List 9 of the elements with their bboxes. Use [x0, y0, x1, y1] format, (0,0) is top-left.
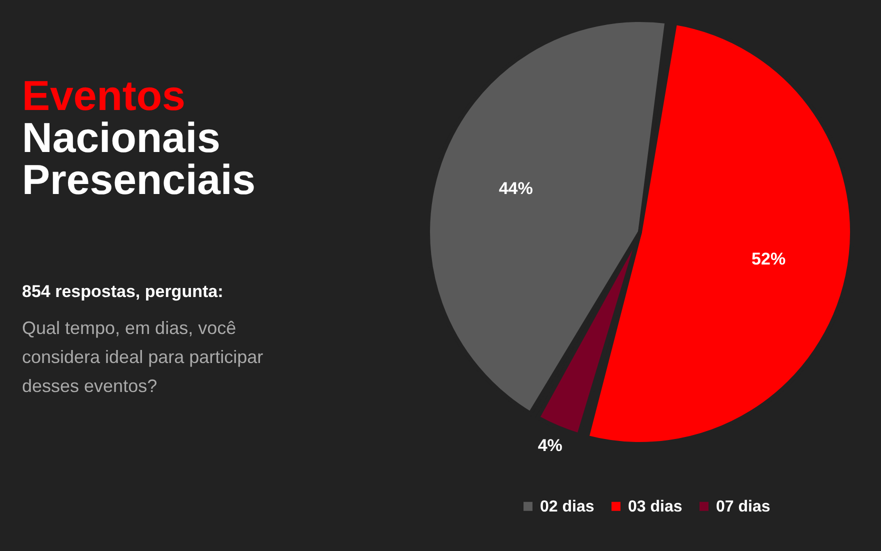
- legend-label: 07 dias: [716, 498, 770, 516]
- text: Eventos Nacionais Presenciais: [22, 72, 256, 203]
- data-label: 4%: [538, 436, 562, 455]
- legend-label: 02 dias: [540, 498, 594, 516]
- text: 854 respostas, pergunta:: [22, 282, 224, 301]
- data-label: 44%: [498, 178, 533, 198]
- data-label: 52%: [752, 249, 786, 268]
- text: Qual tempo, em dias, você considera ideal para participar desses eventos?: [22, 318, 264, 396]
- legend-label: 03 dias: [628, 498, 682, 516]
